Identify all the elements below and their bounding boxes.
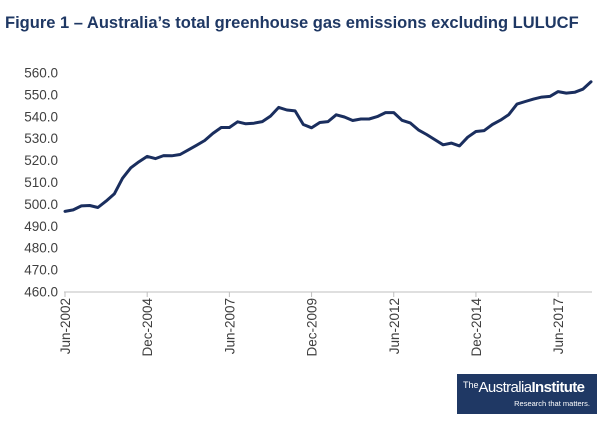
x-tick-label: Jun-2002: [58, 298, 73, 354]
y-tick-label: 510.0: [24, 175, 58, 190]
logo-the: The: [463, 380, 479, 390]
x-axis: [64, 291, 592, 297]
x-tick-label: Jun-2012: [387, 298, 402, 354]
logo-tagline: Research that matters.: [514, 399, 590, 408]
y-tick-label: 540.0: [24, 109, 58, 124]
australia-institute-logo: TheAustraliaInstitute Research that matt…: [457, 374, 597, 414]
logo-name: Australia: [478, 379, 533, 396]
logo-wordmark: TheAustraliaInstitute: [463, 379, 585, 396]
x-tick-label: Dec-2014: [469, 298, 484, 357]
y-tick-label: 520.0: [24, 153, 58, 168]
y-tick-label: 470.0: [24, 263, 58, 278]
logo-name-bold: Institute: [531, 379, 585, 396]
y-tick-label: 550.0: [24, 87, 58, 102]
series-group: [63, 80, 593, 213]
y-axis-labels: 460.0 470.0 480.0 490.0 500.0 510.0 520.0 530.0…: [24, 66, 58, 300]
x-tick-label: Dec-2004: [140, 298, 155, 357]
x-tick-label: Jun-2017: [551, 298, 566, 354]
chart-title: Figure 1 – Australia’s total greenhouse …: [5, 14, 579, 32]
x-tick-label: Dec-2009: [305, 298, 320, 357]
y-tick-label: 500.0: [24, 197, 58, 212]
y-tick-label: 480.0: [24, 241, 58, 256]
x-axis-labels: Jun-2002 Dec-2004 Jun-2007 Dec-2009 Jun-2012…: [58, 298, 566, 357]
y-tick-label: 530.0: [24, 131, 58, 146]
y-tick-label: 490.0: [24, 219, 58, 234]
emissions-series-line: [63, 80, 593, 213]
x-tick-label: Jun-2007: [222, 298, 237, 354]
y-tick-label: 460.0: [24, 285, 58, 300]
y-tick-label: 560.0: [24, 66, 58, 81]
